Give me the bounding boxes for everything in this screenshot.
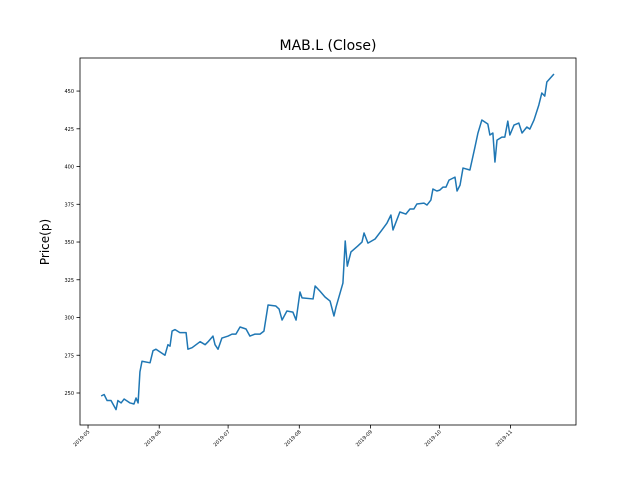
x-tick-label: 2019-09 <box>355 429 374 448</box>
y-tick-label: 275 <box>64 353 74 359</box>
y-tick-label: 350 <box>64 240 74 246</box>
y-tick-label: 450 <box>64 89 74 95</box>
x-tick-label: 2019-05 <box>72 429 91 448</box>
x-tick-label: 2019-07 <box>212 429 231 448</box>
y-tick-label: 375 <box>64 202 74 208</box>
chart-title: MAB.L (Close) <box>279 38 376 54</box>
x-tick-label: 2019-08 <box>284 429 303 448</box>
x-tick-label: 2019-11 <box>495 429 514 448</box>
y-tick-label: 325 <box>64 278 74 284</box>
x-tick-label: 2019-06 <box>144 429 163 448</box>
y-axis-label: Price(p) <box>38 219 52 265</box>
price-line <box>100 73 555 411</box>
y-tick-label: 425 <box>64 127 74 133</box>
x-tick-label: 2019-10 <box>424 429 443 448</box>
y-tick-label: 300 <box>64 316 74 322</box>
y-tick-label: 250 <box>64 391 74 397</box>
plot-frame <box>79 57 577 426</box>
y-tick-label: 400 <box>64 165 74 171</box>
